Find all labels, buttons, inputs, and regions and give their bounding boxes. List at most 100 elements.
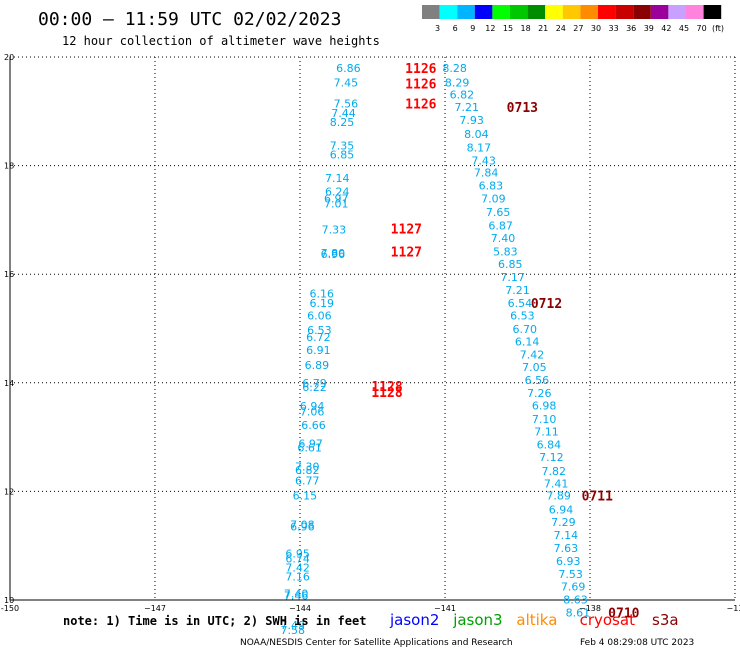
data-point: 6.94 (549, 503, 574, 516)
data-point: 6.66 (301, 419, 326, 432)
x-tick-label: -150 (1, 604, 19, 613)
chart-title: 00:00 – 11:59 UTC 02/02/2023 (38, 9, 341, 30)
data-point: 6.53 (307, 324, 332, 337)
legend-swatch (545, 5, 563, 19)
legend-bin-label: 15 (503, 24, 513, 33)
grid (10, 56, 736, 600)
data-point: 7.56 (334, 98, 359, 111)
data-point: 7.42 (285, 561, 310, 574)
data-point: 7.69 (561, 580, 586, 593)
data-point: 8.04 (464, 128, 489, 141)
pass-time-label: 0712 (531, 297, 562, 312)
legend-swatch (422, 5, 440, 19)
data-point: 5.83 (493, 245, 518, 258)
legend-unit: (ft) (712, 24, 724, 33)
data-point: 7.21 (505, 284, 530, 297)
data-point: 7.46 (284, 590, 309, 603)
data-point: 7.40 (491, 232, 516, 245)
y-tick-label: 20 (4, 53, 14, 62)
data-point: 6.72 (306, 331, 331, 344)
data-point: 8.17 (467, 142, 492, 155)
data-point: 6.91 (306, 344, 331, 357)
legend-bin-label: 27 (573, 24, 583, 33)
data-point: 7.30 (295, 460, 320, 473)
y-tick-label: 18 (4, 162, 14, 171)
data-point: 6.14 (515, 336, 540, 349)
data-point: 7.06 (300, 406, 325, 419)
legend-bin-label: 18 (521, 24, 531, 33)
data-point: 7.29 (551, 516, 576, 529)
data-point: 6.89 (305, 359, 330, 372)
x-tick-label: −141 (434, 604, 456, 613)
pass-time-labels: 1126112611261127112711281128112907130712… (371, 62, 639, 622)
data-point: 6.22 (302, 381, 327, 394)
data-point: 7.44 (331, 107, 356, 120)
wave-height-values: 6.867.457.567.448.257.356.857.146.246.97… (281, 62, 591, 637)
y-tick-label: 14 (4, 379, 14, 388)
data-point: 6.94 (300, 400, 325, 413)
legend-swatch (580, 5, 598, 19)
data-point: 7.17 (500, 271, 525, 284)
legend-swatch (633, 5, 651, 19)
data-point: 6.95 (285, 547, 310, 560)
satellite-label: jason3 (452, 611, 502, 629)
legend-bin-label: 36 (626, 24, 636, 33)
legend-swatch (474, 5, 493, 19)
data-point: 7.63 (554, 542, 579, 555)
data-point: 7.33 (322, 224, 347, 237)
data-point: 6.19 (310, 297, 335, 310)
pass-time-label: 1126 (405, 78, 436, 93)
data-point: 7.82 (542, 465, 567, 478)
legend-bin-label: 3 (435, 24, 440, 33)
legend-swatch (686, 5, 704, 19)
satellite-label: jason2 (389, 611, 439, 629)
footer-credit: NOAA/NESDIS Center for Satellite Applica… (240, 638, 513, 648)
legend-swatch (668, 5, 686, 19)
data-point: 8.63 (563, 593, 588, 606)
data-point: 6.82 (295, 464, 320, 477)
data-point: 6.97 (324, 193, 349, 206)
legend-bin-label: 45 (679, 24, 689, 33)
data-point: 7.84 (474, 167, 499, 180)
data-point: 7.09 (481, 193, 506, 206)
data-point: 7.89 (546, 490, 571, 503)
data-point: 7.26 (527, 387, 552, 400)
data-point: 7.80 (321, 247, 346, 260)
data-point: 6.96 (321, 248, 346, 261)
legend-swatch (562, 5, 581, 19)
data-point: 7.45 (334, 77, 359, 90)
pass-time-label: 0710 (608, 606, 639, 621)
footer-note: note: 1) Time is in UTC; 2) SWH is in fe… (63, 614, 366, 628)
x-tick-label: −147 (144, 604, 166, 613)
data-point: 7.21 (455, 101, 480, 114)
legend-swatch (650, 5, 669, 19)
data-point: 6.74 (285, 553, 310, 566)
data-point: 7.35 (330, 140, 355, 153)
data-point: 7.10 (532, 413, 557, 426)
data-point: 7.53 (558, 568, 583, 581)
data-point: 7.01 (324, 198, 349, 211)
data-point: 7.65 (486, 206, 511, 219)
y-tick-label: 16 (4, 270, 14, 279)
data-point: 7.14 (325, 172, 350, 185)
data-point: 6.15 (293, 490, 318, 503)
data-point: 7.58 (281, 624, 306, 637)
data-point: 6.93 (556, 555, 581, 568)
data-point: 8.28 (442, 62, 467, 75)
legend-bin-label: 39 (644, 24, 654, 33)
pass-time-label: 1128 (371, 386, 402, 401)
data-point: 6.54 (508, 297, 533, 310)
data-point: 8.29 (445, 77, 470, 90)
legend-swatch (527, 5, 546, 19)
data-point: 6.85 (330, 149, 355, 162)
satellite-legend: jason2 jason3 altika cryosat s3a (389, 611, 679, 629)
data-point: 6.85 (498, 258, 523, 271)
pass-time-label: 1126 (405, 62, 436, 77)
data-point: 6.83 (479, 180, 504, 193)
data-point: 7.16 (285, 571, 310, 584)
data-point: 7.11 (534, 426, 559, 439)
legend-bin-label: 33 (609, 24, 619, 33)
data-point: 6.79 (302, 377, 327, 390)
data-point: 6.98 (532, 400, 557, 413)
x-tick-label: −144 (289, 604, 311, 613)
